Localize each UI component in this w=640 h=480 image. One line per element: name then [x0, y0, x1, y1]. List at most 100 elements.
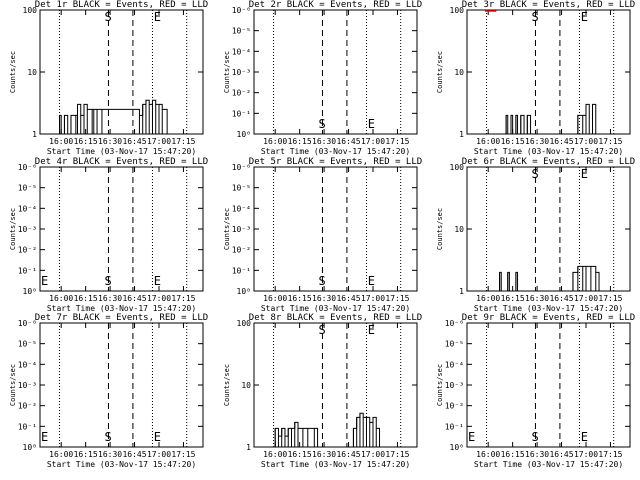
plot-frame	[253, 166, 418, 292]
detector-panel: Det 7r BLACK = Events, RED = LLD Counts/s…	[9, 313, 208, 469]
y-axis-label: Counts/sec	[436, 51, 444, 93]
edge-marker: E	[41, 274, 48, 288]
x-tick-label: 16:15	[501, 294, 525, 303]
y-tick-label: 1	[32, 130, 37, 139]
start-marker: S	[318, 323, 325, 337]
events-series	[56, 99, 168, 135]
y-tick-label: 100	[450, 163, 465, 172]
y-tick-label: 10⁻⁴	[232, 204, 251, 213]
panel-title: Det 5r BLACK = Events, RED = LLD	[249, 157, 422, 167]
panel-title: Det 9r BLACK = Events, RED = LLD	[462, 313, 635, 323]
x-tick-label: 17:15	[385, 450, 409, 459]
y-tick-label: 10⁻²	[445, 402, 464, 411]
x-tick-label: 17:00	[147, 450, 171, 459]
y-tick-label: 100	[23, 6, 38, 15]
detector-panel: Det 3r BLACK = Events, RED = LLD Counts/s…	[436, 0, 635, 156]
y-axis-label: Counts/sec	[436, 364, 444, 406]
end-marker: E	[154, 274, 161, 288]
events-series	[502, 103, 597, 135]
y-tick-label: 10⁻²	[18, 246, 37, 255]
x-tick-label: 16:45	[336, 450, 360, 459]
y-tick-label: 10⁻³	[18, 225, 37, 234]
y-tick-label: 10⁻³	[232, 68, 251, 77]
panel-title: Det 2r BLACK = Events, RED = LLD	[249, 0, 422, 10]
x-tick-label: 16:15	[288, 294, 312, 303]
y-axis-label: Counts/sec	[9, 364, 17, 406]
end-marker: E	[581, 167, 588, 181]
start-marker: S	[104, 430, 111, 444]
y-tick-label: 10⁻¹	[18, 266, 37, 275]
x-tick-label: 17:00	[361, 450, 385, 459]
y-tick-label: 10⁰	[23, 443, 37, 452]
x-tick-label: 16:45	[549, 450, 573, 459]
y-tick-label: 10⁻⁴	[445, 360, 464, 369]
plot-frame	[39, 166, 204, 292]
panel-title: Det 7r BLACK = Events, RED = LLD	[35, 313, 208, 323]
start-marker: S	[531, 167, 538, 181]
x-tick-label: 16:00	[49, 137, 73, 146]
x-tick-label: 16:00	[476, 137, 500, 146]
y-tick-label: 10⁻¹	[445, 422, 464, 431]
panel-title: Det 1r BLACK = Events, RED = LLD	[35, 0, 208, 10]
x-axis-label: Start Time (03-Nov-17 15:47:20)	[261, 147, 410, 156]
y-tick-label: 10⁰	[450, 443, 464, 452]
y-tick-label: 10⁻³	[445, 381, 464, 390]
panel-title: Det 3r BLACK = Events, RED = LLD	[462, 0, 635, 10]
x-tick-label: 16:30	[98, 294, 122, 303]
x-axis-label: Start Time (03-Nov-17 15:47:20)	[261, 460, 410, 469]
x-tick-label: 17:15	[171, 137, 195, 146]
x-tick-label: 17:15	[385, 137, 409, 146]
x-tick-label: 17:00	[361, 294, 385, 303]
x-tick-label: 17:15	[598, 137, 622, 146]
x-tick-label: 16:45	[549, 294, 573, 303]
detector-panel: Det 2r BLACK = Events, RED = LLD Counts/s…	[223, 0, 422, 156]
x-tick-label: 17:00	[147, 294, 171, 303]
x-axis-label: Start Time (03-Nov-17 15:47:20)	[261, 304, 410, 313]
x-tick-label: 17:00	[574, 137, 598, 146]
x-tick-label: 16:30	[525, 450, 549, 459]
end-marker: E	[581, 10, 588, 24]
y-tick-label: 10⁰	[237, 130, 251, 139]
x-tick-label: 16:00	[476, 294, 500, 303]
panel-title: Det 8r BLACK = Events, RED = LLD	[249, 313, 422, 323]
y-axis-label: Counts/sec	[9, 51, 17, 93]
end-marker: E	[368, 323, 375, 337]
start-marker: S	[318, 117, 325, 131]
x-tick-label: 17:15	[598, 450, 622, 459]
x-tick-label: 17:00	[361, 137, 385, 146]
y-tick-label: 10	[27, 68, 37, 77]
y-axis-label: Counts/sec	[436, 208, 444, 250]
x-tick-label: 17:15	[171, 450, 195, 459]
x-tick-label: 17:15	[385, 294, 409, 303]
x-tick-label: 16:15	[288, 137, 312, 146]
y-tick-label: 100	[237, 319, 252, 328]
detector-panel: Det 8r BLACK = Events, RED = LLD Counts/s…	[223, 313, 422, 469]
detector-panel: Det 1r BLACK = Events, RED = LLD Counts/s…	[9, 0, 208, 156]
x-tick-label: 16:15	[288, 450, 312, 459]
panel-title: Det 6r BLACK = Events, RED = LLD	[462, 157, 635, 167]
x-tick-label: 17:15	[598, 294, 622, 303]
x-tick-label: 16:00	[476, 450, 500, 459]
y-tick-label: 1	[246, 443, 251, 452]
y-tick-label: 10⁻⁴	[232, 47, 251, 56]
x-tick-label: 16:00	[49, 294, 73, 303]
plot-frame	[253, 9, 418, 135]
start-marker: S	[104, 274, 111, 288]
x-tick-label: 16:00	[263, 137, 287, 146]
end-marker: E	[154, 10, 161, 24]
y-tick-label: 1	[459, 287, 464, 296]
detector-panel: Det 9r BLACK = Events, RED = LLD Counts/s…	[436, 313, 635, 469]
y-tick-label: 10⁻²	[232, 89, 251, 98]
y-tick-label: 10⁻⁴	[18, 360, 37, 369]
x-tick-label: 16:15	[501, 450, 525, 459]
y-tick-label: 10⁰	[23, 287, 37, 296]
x-tick-label: 16:15	[74, 294, 98, 303]
x-tick-label: 17:15	[171, 294, 195, 303]
start-marker: S	[531, 430, 538, 444]
end-marker: E	[154, 430, 161, 444]
y-tick-label: 10	[454, 225, 464, 234]
y-axis-label: Counts/sec	[223, 208, 231, 250]
end-marker: E	[368, 274, 375, 288]
y-tick-label: 10⁻³	[18, 381, 37, 390]
